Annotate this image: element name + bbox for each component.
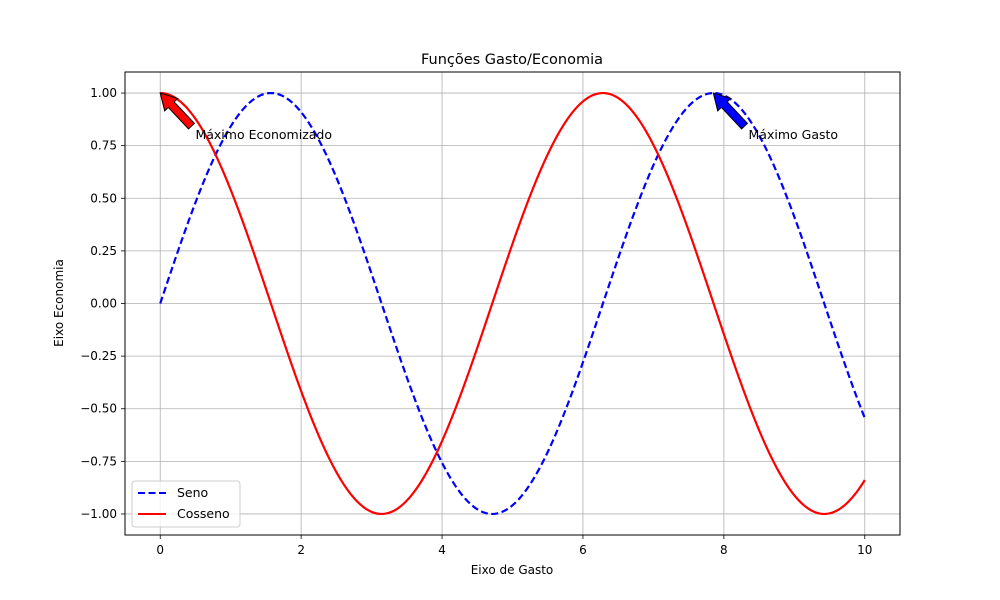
annotation-label: Máximo Economizado	[195, 127, 332, 142]
x-tick-label: 2	[297, 543, 305, 557]
x-axis-label: Eixo de Gasto	[471, 563, 554, 577]
x-tick-label: 4	[438, 543, 446, 557]
y-tick-label: 0.50	[90, 191, 117, 205]
y-tick-label: 0.25	[90, 244, 117, 258]
y-tick-label: 0.75	[90, 139, 117, 153]
y-tick-label: −0.75	[80, 454, 117, 468]
y-tick-label: −0.50	[80, 402, 117, 416]
y-tick-label: −0.25	[80, 349, 117, 363]
ticks: 0 2 4 6 8 10 1.00 0.75 0.50 0.25 0.00 −0.25 −0.50 −0.…	[80, 86, 872, 557]
annotation-label: Máximo Gasto	[749, 127, 839, 142]
annotation-arrow	[159, 92, 196, 130]
x-tick-label: 6	[579, 543, 587, 557]
annotation-arrow	[712, 92, 749, 130]
y-tick-label: −1.00	[80, 507, 117, 521]
x-tick-label: 8	[720, 543, 728, 557]
x-tick-label: 0	[156, 543, 164, 557]
grid	[125, 72, 900, 535]
series-layer	[159, 91, 866, 516]
annotations: Máximo Economizado Máximo Gasto	[159, 92, 839, 142]
x-tick-label: 10	[857, 543, 872, 557]
legend-label-seno: Seno	[177, 485, 208, 500]
y-tick-label: 0.00	[90, 297, 117, 311]
series-line-cosseno	[160, 91, 866, 516]
series-line-seno	[159, 91, 866, 516]
y-tick-label: 1.00	[90, 86, 117, 100]
chart-title: Funções Gasto/Economia	[421, 52, 603, 68]
legend: Seno Cosseno	[131, 480, 241, 528]
y-axis-label: Eixo Economia	[52, 259, 66, 347]
legend-label-cosseno: Cosseno	[177, 506, 230, 521]
